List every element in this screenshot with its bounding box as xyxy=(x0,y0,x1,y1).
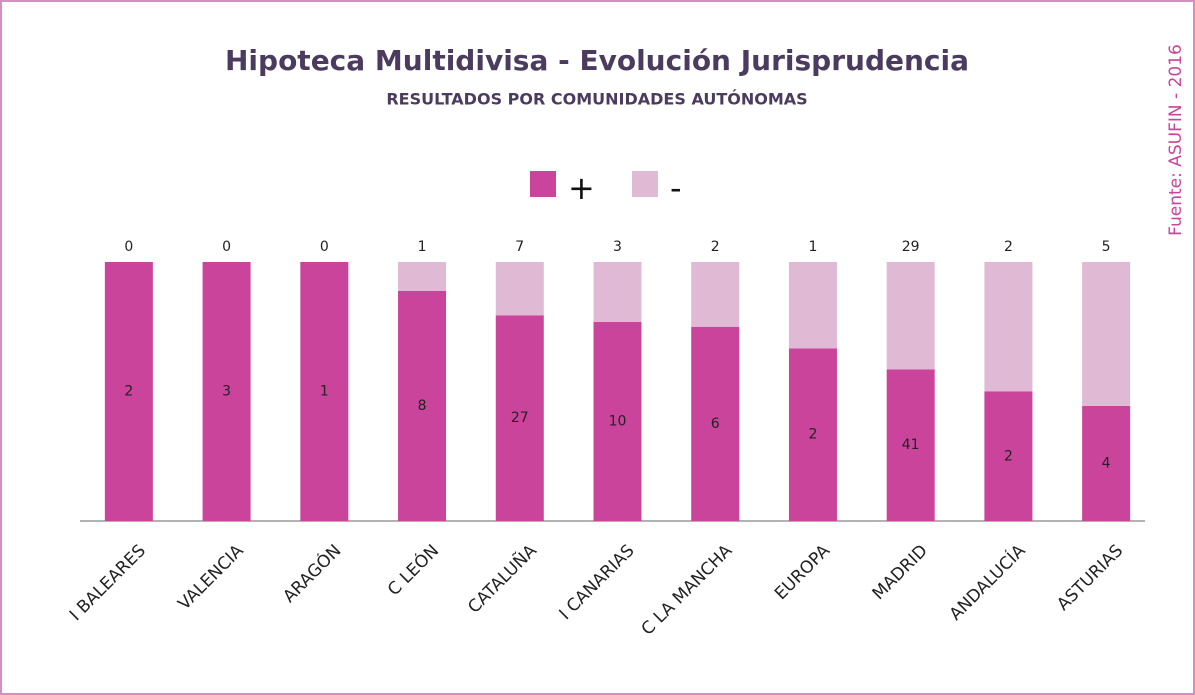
value-label: 8 xyxy=(418,398,427,414)
value-label: 6 xyxy=(711,416,720,432)
bar-segment xyxy=(300,262,349,521)
value-label: 2 xyxy=(1004,239,1013,255)
x-tick-label: MADRID xyxy=(869,541,932,604)
value-label: 0 xyxy=(320,239,329,255)
x-tick-label: I BALEARES xyxy=(66,541,150,625)
value-label: 1 xyxy=(418,239,427,255)
x-tick-label: CATALUÑA xyxy=(463,539,541,617)
x-tick-label: ARAGÓN xyxy=(278,540,345,607)
value-label: 0 xyxy=(222,239,231,255)
value-label: 2 xyxy=(808,427,817,443)
bar-segment xyxy=(398,290,447,521)
bar-segment xyxy=(788,348,837,521)
value-label: 1 xyxy=(808,239,817,255)
bar-segment xyxy=(984,262,1033,392)
value-label: 29 xyxy=(902,239,920,255)
x-tick-label: ASTURIAS xyxy=(1053,541,1127,615)
bar-segment xyxy=(495,315,544,521)
source-note: Fuente: ASUFIN - 2016 xyxy=(1166,44,1186,236)
value-label: 4 xyxy=(1102,455,1111,471)
bar-segment xyxy=(398,262,447,291)
bar-segment xyxy=(886,262,935,370)
value-label: 7 xyxy=(515,239,524,255)
value-label: 1 xyxy=(320,384,329,400)
bar-segment xyxy=(104,262,153,521)
value-label: 3 xyxy=(222,384,231,400)
x-tick-label: VALENCIA xyxy=(174,541,248,615)
bar-segment xyxy=(886,369,935,521)
x-tick-label: EUROPA xyxy=(771,541,834,604)
chart-subtitle: RESULTADOS POR COMUNIDADES AUTÓNOMAS xyxy=(386,90,807,109)
value-label: 27 xyxy=(511,410,529,426)
value-label: 0 xyxy=(124,239,133,255)
bar-segment xyxy=(984,391,1033,521)
bar-segment xyxy=(593,321,642,521)
x-tick-label: C LA MANCHA xyxy=(638,541,737,640)
bar-segment xyxy=(1082,405,1131,521)
legend-swatch xyxy=(530,171,556,197)
bar-segment xyxy=(691,326,740,521)
value-label: 5 xyxy=(1102,239,1111,255)
value-label: 2 xyxy=(711,239,720,255)
legend-label: + xyxy=(568,169,595,207)
x-tick-label: ANDALUCÍA xyxy=(944,539,1029,624)
bar-segment xyxy=(495,262,544,316)
legend-label: - xyxy=(670,169,682,207)
value-label: 3 xyxy=(613,239,622,255)
value-label: 41 xyxy=(902,437,920,453)
bar-segment xyxy=(593,262,642,322)
bar-segment xyxy=(1082,262,1131,406)
bar-segment xyxy=(691,262,740,327)
chart-title: Hipoteca Multidivisa - Evolución Jurispr… xyxy=(225,44,969,77)
value-label: 2 xyxy=(124,384,133,400)
value-label: 2 xyxy=(1004,448,1013,464)
bar-segment xyxy=(202,262,251,521)
bar-segment xyxy=(788,262,837,349)
x-tick-label: I CANARIAS xyxy=(555,541,638,624)
value-label: 10 xyxy=(609,413,627,429)
x-tick-label: C LEÓN xyxy=(383,540,444,601)
legend-swatch xyxy=(632,171,658,197)
